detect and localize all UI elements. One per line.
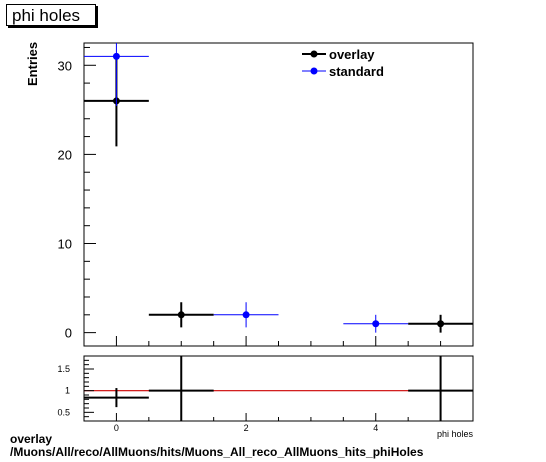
legend-entry-overlay: overlay <box>302 47 375 62</box>
y-axis-label: Entries <box>25 42 40 86</box>
main-plot-border <box>83 42 474 347</box>
legend-marker <box>310 50 318 58</box>
y-tick-label: 30 <box>58 58 72 73</box>
chart-title: phi holes <box>6 4 96 26</box>
ratio-y-tick-label: 0.5 <box>57 407 70 417</box>
main-plot-frame: 0 10 20 30 Entries overlay standard <box>25 42 474 347</box>
data-point <box>112 52 120 60</box>
y-tick-label: 10 <box>58 237 72 252</box>
caption-line-2: /Muons/All/reco/AllMuons/hits/Muons_All_… <box>10 445 424 459</box>
data-point <box>437 320 445 328</box>
caption-line-1: overlay <box>10 432 53 446</box>
ratio-y-tick-label: 1.5 <box>57 364 70 374</box>
y-tick-label: 0 <box>65 326 72 341</box>
legend-label: standard <box>329 64 384 79</box>
ratio-y-tick-label: 1 <box>65 386 70 396</box>
ratio-plot-border <box>83 355 474 422</box>
x-tick-label: 4 <box>373 423 378 433</box>
x-tick-label: 2 <box>244 423 249 433</box>
x-tick-label: 0 <box>114 423 119 433</box>
legend-marker <box>310 67 318 75</box>
data-point <box>372 320 380 328</box>
ratio-plot-frame: 0.5 1 1.5 0 2 4 phi holes <box>57 355 474 439</box>
data-point <box>242 311 250 319</box>
x-axis-label: phi holes <box>437 429 474 439</box>
data-point <box>177 311 185 319</box>
ratio-series <box>84 356 473 421</box>
legend-entry-standard: standard <box>302 64 384 79</box>
legend-label: overlay <box>329 47 375 62</box>
y-tick-label: 20 <box>58 147 72 162</box>
series-standard <box>84 43 409 333</box>
series-overlay <box>84 55 473 333</box>
